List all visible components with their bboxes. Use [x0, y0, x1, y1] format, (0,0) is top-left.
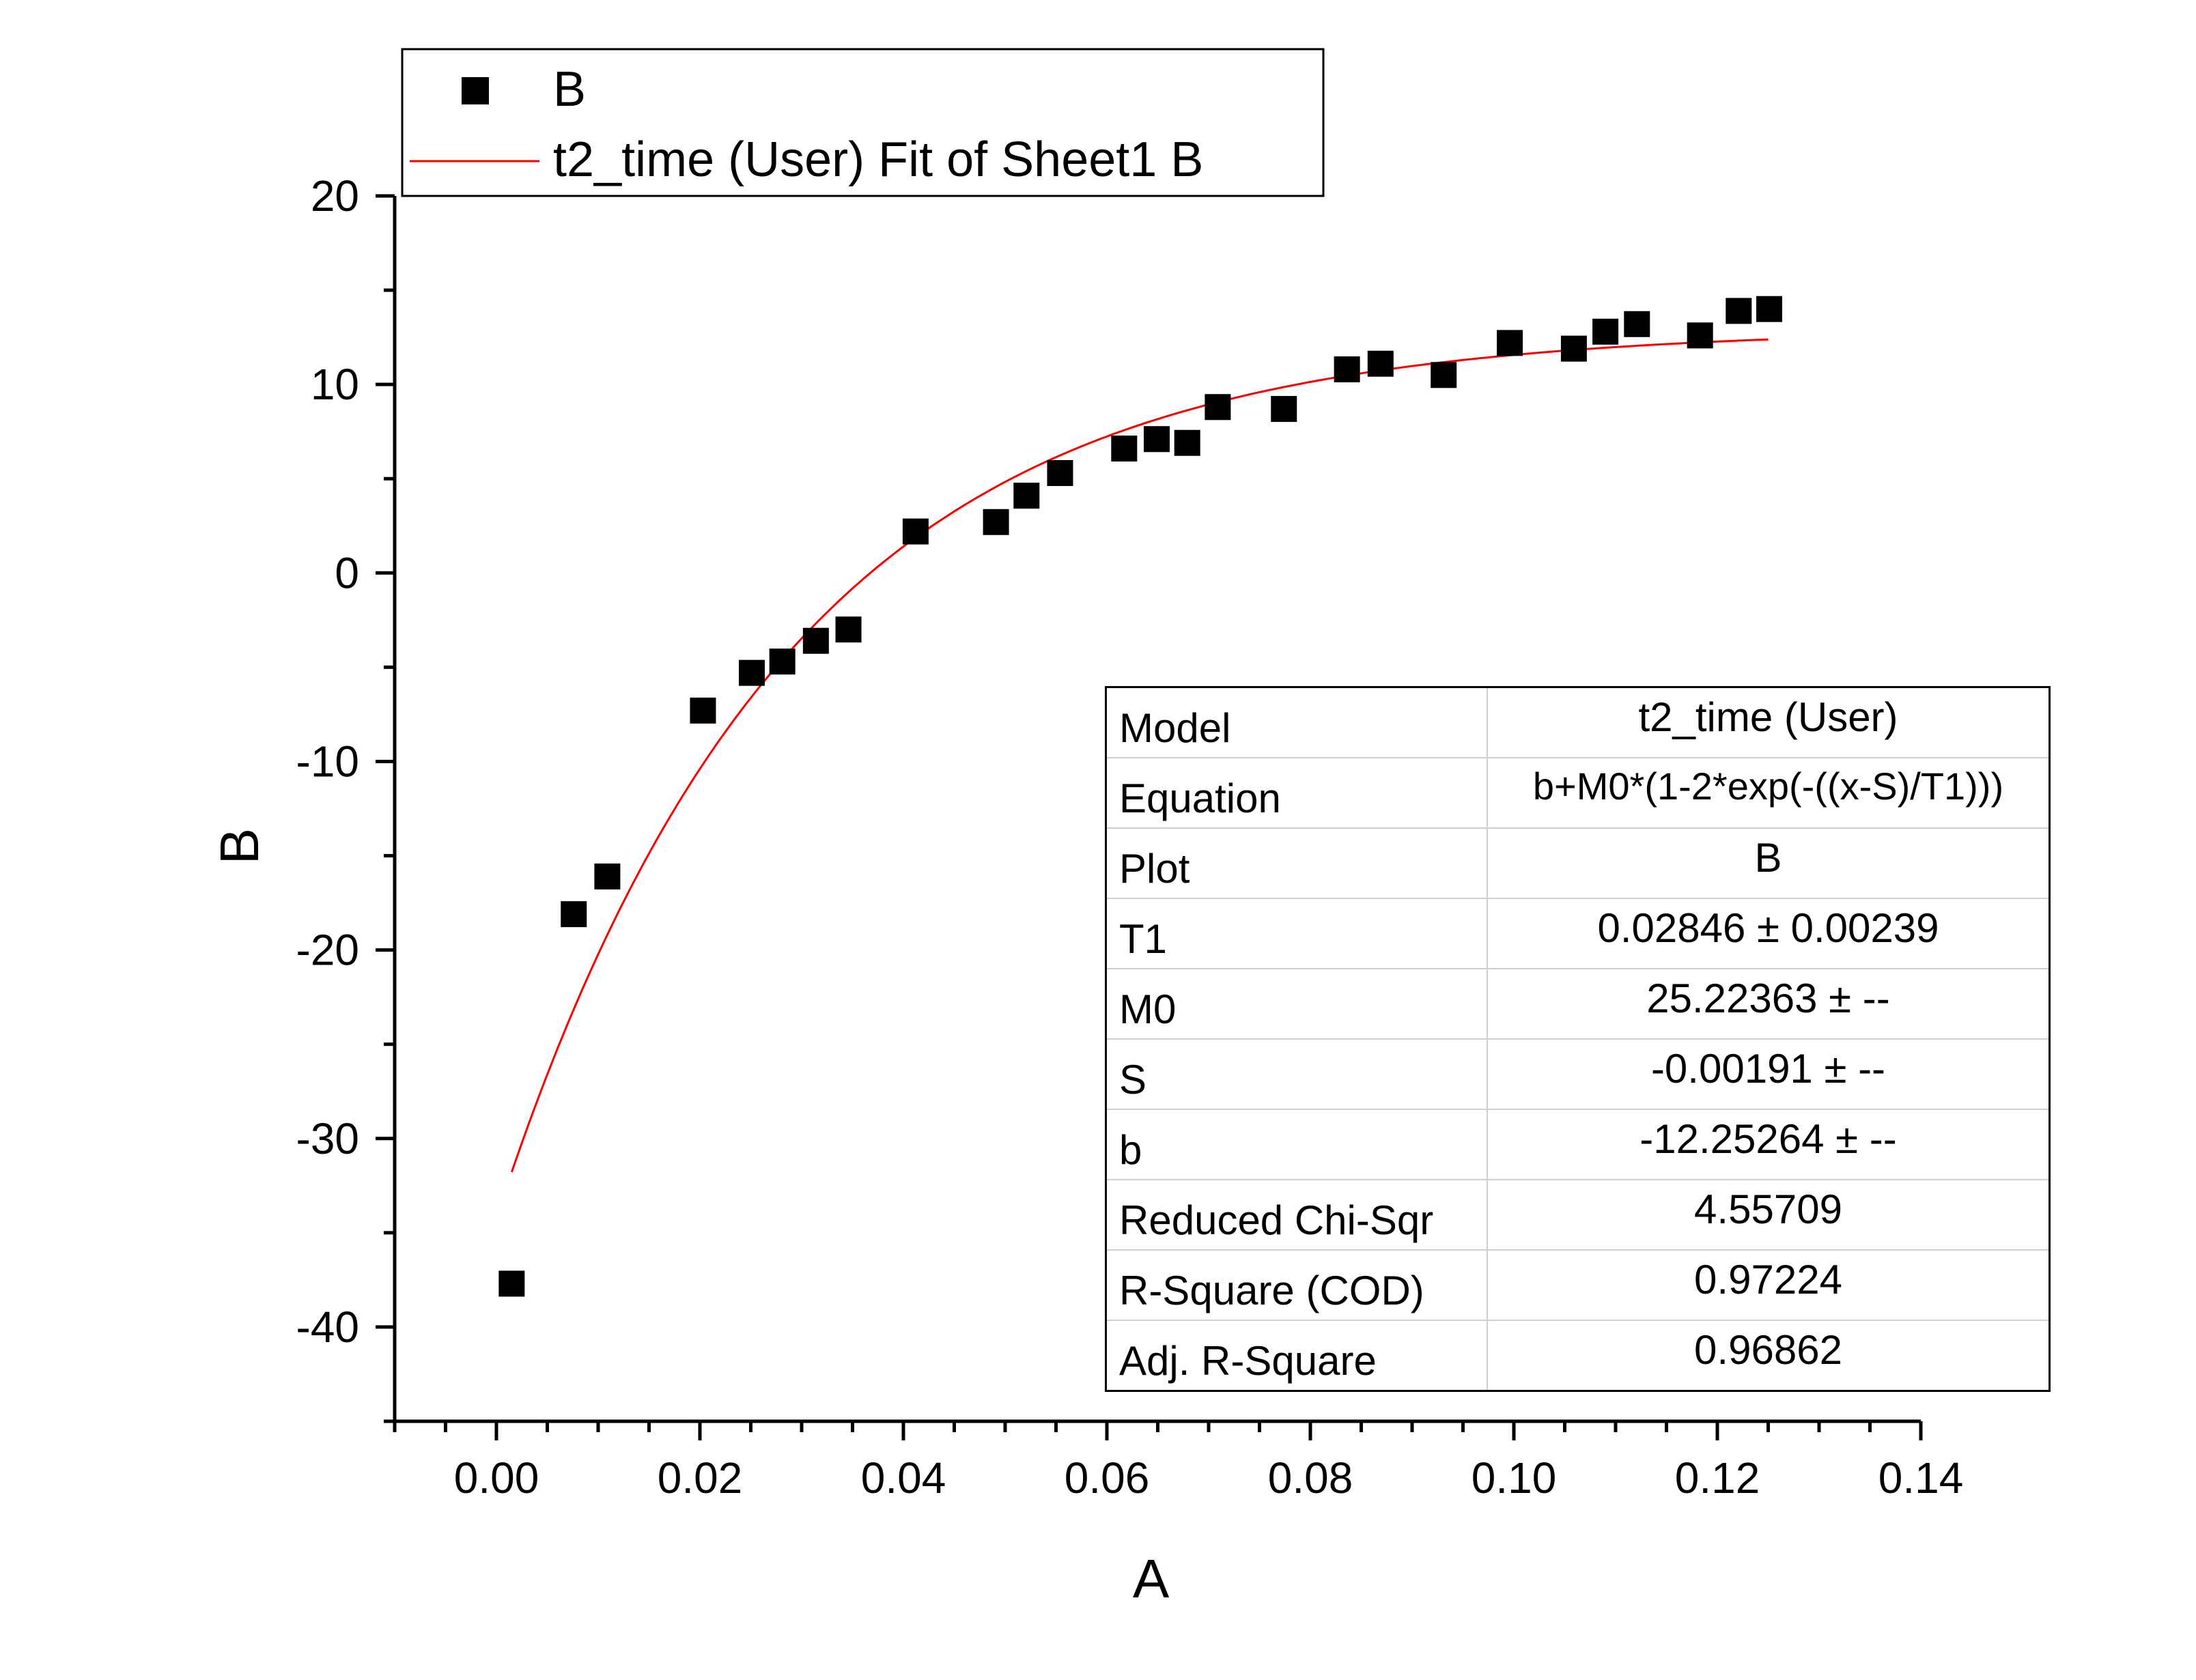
x-tick-label: 0.14 [1878, 1453, 1964, 1503]
x-tick-label: 0.10 [1472, 1453, 1557, 1503]
stats-row: Equation b+M0*(1-2*exp(-((x-S)/T1))) [1105, 757, 2051, 829]
legend: Bt2_time (User) Fit of Sheet1 B [401, 48, 1325, 197]
stats-row: T1 0.02846 ± 0.00239 [1105, 898, 2051, 969]
stats-row: Plot B [1105, 827, 2051, 899]
data-point [1047, 459, 1073, 486]
stats-param-value: 0.97224 [1487, 1249, 2051, 1321]
y-tick-label: 10 [311, 360, 359, 409]
axes-layer: 0.00 0.02 0.04 0.06 0.08 0.10 0.12 0.14 -40 -30 -2… [209, 171, 1963, 1609]
stats-param-value: 0.02846 ± 0.00239 [1487, 898, 2051, 969]
data-point [1334, 356, 1360, 383]
data-point [738, 659, 765, 686]
data-point [1174, 429, 1200, 456]
stats-param-name: b [1105, 1109, 1488, 1180]
x-tick-label: 0.06 [1065, 1453, 1150, 1503]
data-point [1756, 296, 1782, 322]
data-point [1205, 394, 1231, 421]
data-point [983, 509, 1009, 535]
data-point [902, 518, 929, 545]
y-tick-label: -10 [296, 737, 360, 786]
data-point [1592, 318, 1619, 345]
stats-param-name: Adj. R-Square [1105, 1320, 1488, 1392]
stats-param-value: 4.55709 [1487, 1179, 2051, 1251]
legend-label-b: B [553, 62, 586, 117]
stats-param-value: 0.96862 [1487, 1320, 2051, 1392]
data-point [1726, 298, 1752, 324]
stats-param-name: Equation [1105, 757, 1488, 829]
x-tick-label: 0.00 [454, 1453, 539, 1503]
fit-curve-line [510, 338, 1769, 1173]
fit-curve-layer [510, 338, 1769, 1173]
stats-param-value: t2_time (User) [1487, 686, 2051, 758]
data-point [835, 616, 862, 643]
stats-param-name: Plot [1105, 827, 1488, 899]
data-point [1367, 350, 1394, 377]
legend-marker-square [462, 77, 489, 104]
stats-row: b -12.25264 ± -- [1105, 1109, 2051, 1180]
data-point [1431, 362, 1457, 388]
data-points-layer [498, 296, 1782, 1297]
stats-row: Adj. R-Square 0.96862 [1105, 1320, 2051, 1392]
stats-param-name: R-Square (COD) [1105, 1249, 1488, 1321]
x-tick-label: 0.04 [861, 1453, 946, 1503]
stats-param-name: S [1105, 1038, 1488, 1110]
stats-row: Reduced Chi-Sqr 4.55709 [1105, 1179, 2051, 1251]
y-tick-label: -20 [296, 926, 360, 975]
data-point [769, 649, 796, 675]
legend-label-fit: t2_time (User) Fit of Sheet1 B [553, 132, 1203, 187]
legend-box [401, 48, 1325, 197]
y-axis-title: B [209, 828, 270, 864]
data-point [1111, 436, 1138, 462]
data-point [1624, 311, 1650, 337]
data-point [1497, 330, 1523, 356]
y-tick-label: 0 [335, 548, 359, 597]
stats-param-value: -12.25264 ± -- [1487, 1109, 2051, 1180]
stats-param-name: T1 [1105, 898, 1488, 969]
data-point [594, 863, 621, 889]
data-point [1271, 396, 1297, 423]
data-point [802, 627, 829, 654]
stats-param-value: 25.22363 ± -- [1487, 968, 2051, 1040]
data-point [1013, 483, 1040, 509]
data-point [498, 1270, 525, 1297]
x-tick-label: 0.08 [1268, 1453, 1353, 1503]
y-tick-label: -30 [296, 1114, 360, 1163]
stats-row: M0 25.22363 ± -- [1105, 968, 2051, 1040]
data-point [561, 901, 587, 928]
y-tick-label: 20 [311, 171, 359, 220]
stats-param-name: Model [1105, 686, 1488, 758]
stats-row: Model t2_time (User) [1105, 686, 2051, 758]
stats-param-name: Reduced Chi-Sqr [1105, 1179, 1488, 1251]
fit-statistics-table: Model t2_time (User) Equation b+M0*(1-2*exp… [1105, 686, 2051, 1392]
stats-param-value: B [1487, 827, 2051, 899]
data-point [1560, 335, 1587, 362]
y-tick-label: -40 [296, 1302, 360, 1352]
data-point [1687, 322, 1713, 349]
x-axis-title: A [1133, 1548, 1170, 1609]
stats-row: R-Square (COD) 0.97224 [1105, 1249, 2051, 1321]
x-tick-label: 0.12 [1675, 1453, 1760, 1503]
stats-param-name: M0 [1105, 968, 1488, 1040]
x-tick-label: 0.02 [658, 1453, 743, 1503]
stats-row: S -0.00191 ± -- [1105, 1038, 2051, 1110]
stats-param-value: b+M0*(1-2*exp(-((x-S)/T1))) [1487, 757, 2051, 829]
data-point [1144, 426, 1170, 453]
data-point [690, 697, 716, 724]
stats-param-value: -0.00191 ± -- [1487, 1038, 2051, 1110]
